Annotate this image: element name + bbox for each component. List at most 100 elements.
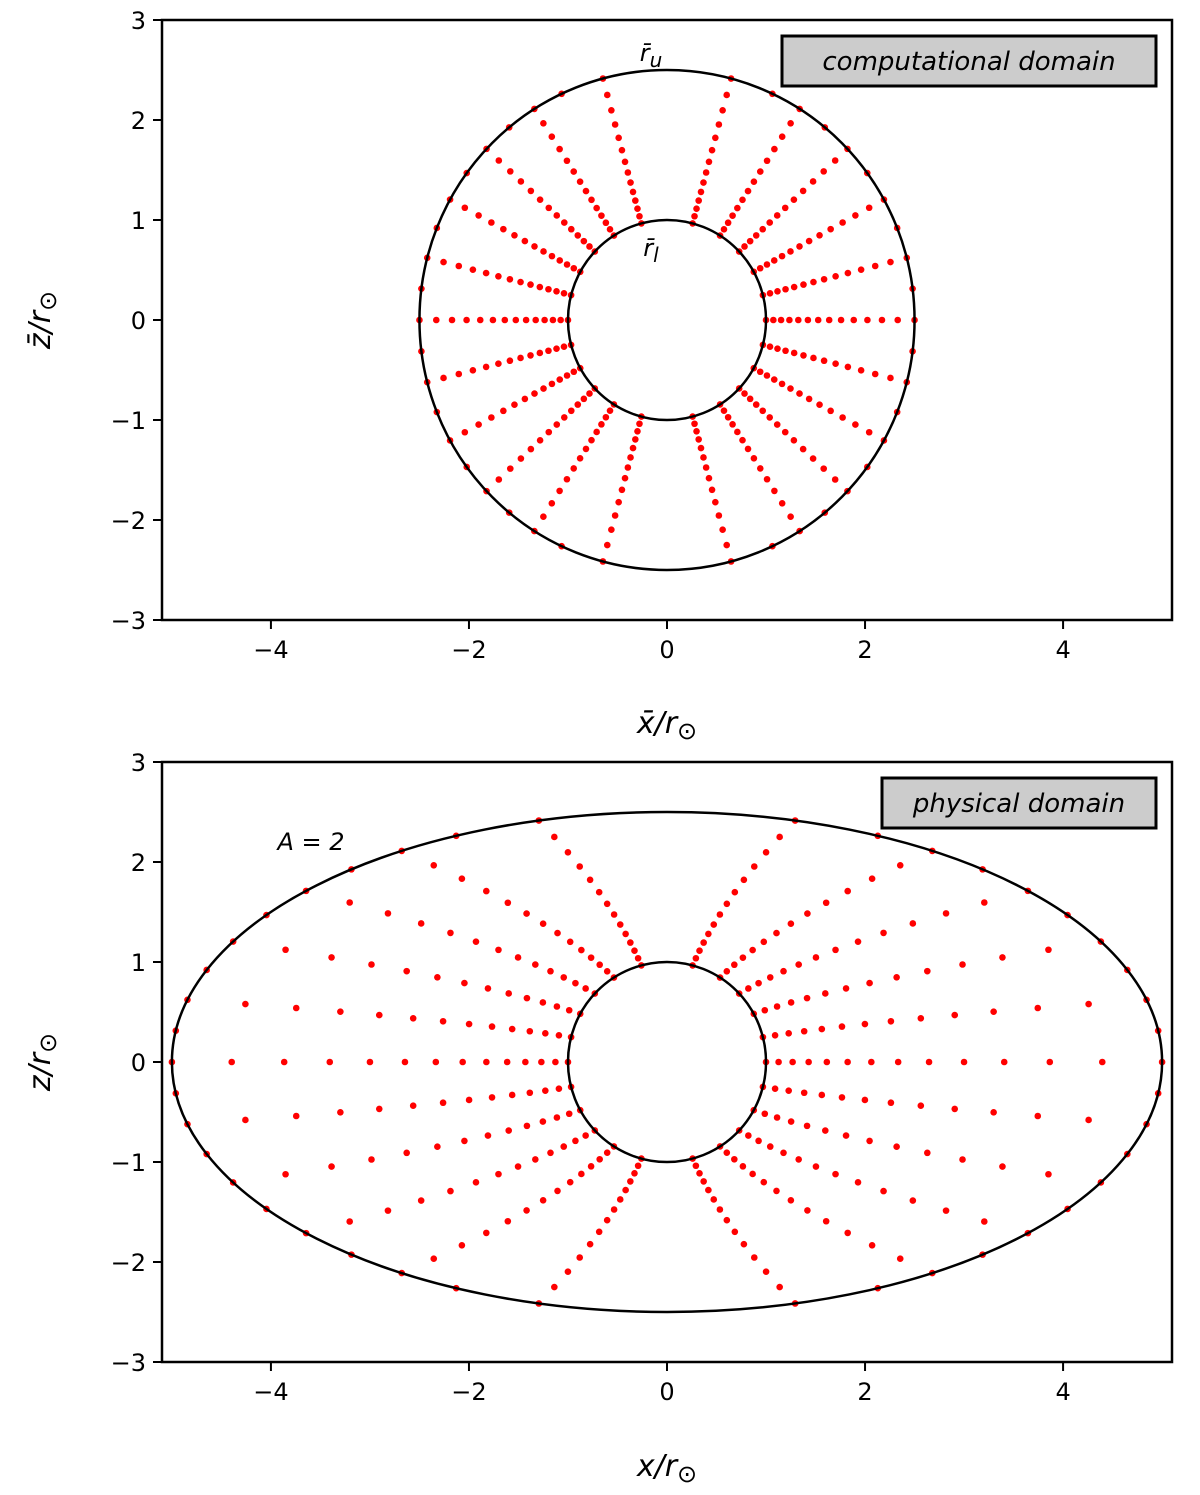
bottom-grid-point [403,1149,410,1157]
top-grid-point [506,465,514,472]
top-grid-point [495,272,502,280]
bottom-grid-point [780,967,787,975]
top-grid-point [852,421,859,428]
top-grid-point [611,512,619,519]
top-grid-point [636,420,643,428]
bottom-grid-point [776,1283,783,1291]
bottom-grid-point [893,974,900,981]
top-grid-point [475,212,482,219]
top-grid-point [766,414,774,421]
bottom-grid-point [458,1242,466,1249]
bottom-grid-point [565,1110,573,1118]
top-grid-point [548,133,556,140]
bottom-grid-point [616,921,624,928]
bottom-grid-point [539,999,547,1006]
top-grid-point [724,413,732,421]
bottom-grid-point [842,1132,850,1139]
top-grid-point [567,407,575,415]
bottom-grid-point [401,1058,409,1066]
bottom-grid-point [409,1102,417,1110]
bottom-y-tick-label: −2 [111,1249,146,1277]
bottom-grid-point [627,939,634,946]
top-grid-point [560,219,568,226]
bottom-x-tick-label: −2 [451,1378,486,1406]
top-legend-box: computational domain [780,34,1158,88]
bottom-grid-point [866,979,873,987]
bottom-grid-point [595,888,603,896]
top-inner-boundary [566,218,768,422]
top-inner-radius-label: r̄l [643,234,659,267]
bottom-grid-point [523,994,531,1002]
top-grid-point [770,316,777,324]
top-grid-point [489,316,497,324]
top-grid-point [723,91,731,99]
top-grid-point [864,316,871,324]
top-grid-point [756,264,764,272]
top-grid-point [831,476,839,483]
bottom-grid-point [749,1170,756,1178]
top-x-tick-label: −2 [451,636,486,664]
top-grid-point [774,345,781,352]
top-grid-point [750,455,758,462]
top-grid-point [488,219,495,226]
top-grid-point [624,169,632,176]
top-grid-point [799,187,807,195]
top-y-tick-label: 3 [131,7,146,35]
top-outer-boundary [418,68,916,572]
bottom-grid-point [951,1105,959,1113]
bottom-grid-point [1085,1000,1092,1008]
top-grid-point [560,343,568,351]
top-grid-point [602,413,610,421]
bottom-grid-point [739,954,747,961]
bottom-grid-point [576,1254,584,1261]
top-grid-point [790,349,798,357]
bottom-grid-point [917,1014,925,1022]
top-ticks: −4 −2 0 2 4 −3 −2 −1 0 1 2 3 [111,7,1071,664]
top-grid-point [871,262,879,270]
bottom-grid-point [417,1197,425,1204]
top-grid-point [570,465,578,472]
bottom-grid-point [887,1017,895,1025]
bottom-grid-point [773,1003,781,1010]
top-grid-point [857,266,865,273]
bottom-x-tick-label: 4 [1055,1378,1070,1406]
top-grid-point [756,465,764,472]
top-grid-point [820,465,828,472]
top-y-tick-label: −2 [111,507,146,535]
top-grid-point [832,272,839,280]
bottom-grid-point [483,1058,490,1066]
bottom-grid-point [578,1170,585,1178]
top-grid-point [570,264,578,272]
bottom-grid-point [745,985,752,992]
bottom-grid-point [909,920,917,927]
top-grid-point [719,106,726,114]
bottom-grid-point [375,1105,383,1113]
bottom-grid-point [595,1228,603,1236]
top-grid-point [894,316,902,324]
top-grid-point [827,407,834,415]
bottom-grid-point [375,1011,383,1019]
top-grid-point [795,316,802,324]
bottom-outer-boundary [170,810,1164,1314]
top-grid-point [536,283,544,291]
bottom-grid-point [384,1207,392,1214]
top-grid-point [580,237,588,245]
top-grid-point [603,91,611,99]
top-grid-point [814,316,822,324]
top-grid-point [598,212,605,219]
bottom-grid-point [242,1000,249,1008]
top-grid-point [548,500,556,507]
top-y-tick-label: −3 [111,607,146,635]
top-grid-point [553,345,560,352]
bottom-grid-point [776,833,783,841]
top-grid-point [741,390,748,397]
top-grid-point [553,421,561,428]
bottom-grid-point [832,946,839,954]
bottom-grid-point [800,1027,808,1035]
top-grid-point [759,407,767,415]
bottom-grid-point [366,1058,374,1066]
top-grid-point [536,437,544,444]
top-grid-point [810,354,817,362]
bottom-grid-point [553,1003,561,1010]
bottom-grid-point [924,1149,931,1157]
